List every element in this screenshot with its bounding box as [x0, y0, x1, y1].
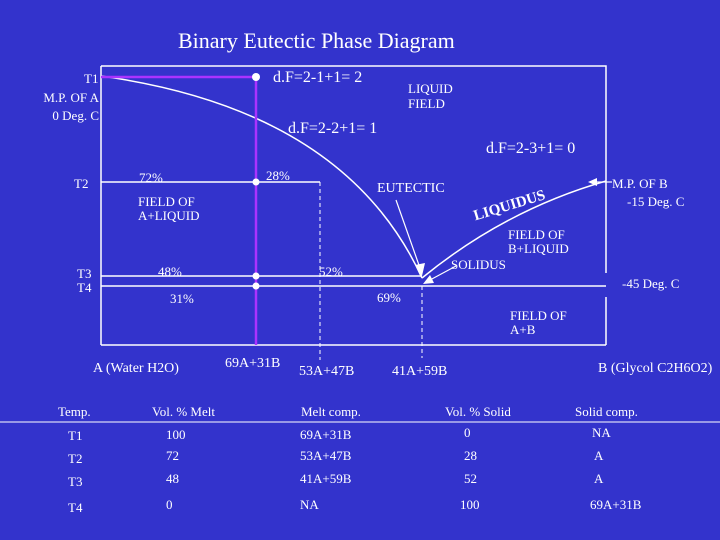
pct-69-label: 69%: [377, 290, 401, 305]
liquid-field-line1: LIQUID: [408, 81, 453, 96]
state-point-t3: [252, 272, 260, 280]
state-point-t2: [252, 178, 260, 186]
label-t1: T1: [84, 71, 99, 86]
solidus-arrow: [429, 265, 457, 281]
liquidus-curve-a: [100, 75, 423, 279]
field-ab-line2: A+B: [510, 322, 536, 337]
table-cell: 48: [166, 471, 179, 486]
mp-b-arrowhead: [588, 178, 597, 186]
dof-label-t1: d.F=2-1+1= 2: [273, 69, 363, 86]
table-cell: T3: [68, 474, 83, 489]
table-cell: 0: [166, 497, 173, 512]
field-ab-line1: FIELD OF: [510, 308, 567, 323]
table-cell: 28: [464, 448, 477, 463]
diagram-frame: [101, 65, 607, 273]
table-cell: 100: [460, 497, 480, 512]
table-cell: 0: [464, 425, 471, 440]
label-mp-a-line1: M.P. OF A: [43, 90, 99, 105]
state-point-t4: [252, 282, 260, 290]
neg45-label: -45 Deg. C: [622, 276, 680, 291]
eutectic-arrow: [395, 199, 421, 269]
solidus-arrowhead: [423, 275, 434, 284]
table-cell: 72: [166, 448, 179, 463]
label-t3: T3: [77, 266, 92, 281]
table-cell: 52: [464, 471, 477, 486]
table-cell: 41A+59B: [300, 471, 352, 486]
table-cell: 69A+31B: [590, 497, 642, 512]
liquidus-curve-b: [421, 180, 607, 279]
table-header-temp: Temp.: [58, 404, 91, 419]
dof-label-eutectic: d.F=2-3+1= 0: [486, 140, 576, 157]
label-mp-a-line2: 0 Deg. C: [52, 108, 99, 123]
table-cell: T2: [68, 451, 83, 466]
table-cell: 53A+47B: [300, 448, 352, 463]
liquid-field-line2: FIELD: [408, 96, 445, 111]
pct-52-label: 52%: [319, 264, 343, 279]
table-cell: T4: [68, 500, 83, 515]
table-header-melt-comp: Melt comp.: [301, 404, 361, 419]
eutectic-label: EUTECTIC: [377, 181, 445, 196]
field-b-liquid-line1: FIELD OF: [508, 227, 565, 242]
field-a-liquid-line1: FIELD OF: [138, 194, 195, 209]
table-cell: T1: [68, 428, 83, 443]
pct-31-label: 31%: [170, 291, 194, 306]
solidus-label: SOLIDUS: [451, 257, 506, 272]
axis-label-53a47b: 53A+47B: [299, 364, 355, 379]
axis-label-41a59b: 41A+59B: [392, 364, 448, 379]
table-cell: A: [594, 471, 604, 486]
field-b-liquid-line2: B+LIQUID: [508, 241, 569, 256]
axis-label-a: A (Water H2O): [93, 361, 179, 376]
eutectic-arrowhead: [415, 263, 425, 276]
table-header-vol-solid: Vol. % Solid: [445, 404, 511, 419]
mp-b-line2: -15 Deg. C: [627, 194, 685, 209]
table-cell: 69A+31B: [300, 427, 352, 442]
field-a-liquid-line2: A+LIQUID: [138, 208, 200, 223]
label-t4: T4: [77, 280, 92, 295]
table-cell: NA: [592, 425, 611, 440]
label-t2: T2: [74, 176, 89, 191]
dof-label-t2: d.F=2-2+1= 1: [288, 120, 378, 137]
pct-72-label: 72%: [139, 170, 163, 185]
pct-48-label: 48%: [158, 264, 182, 279]
pct-28-label: 28%: [266, 168, 290, 183]
axis-label-b: B (Glycol C2H6O2): [598, 361, 713, 376]
table-cell: 100: [166, 427, 186, 442]
state-point-t1: [252, 73, 260, 81]
mp-b-line1: M.P. OF B: [612, 176, 668, 191]
table-cell: NA: [300, 497, 319, 512]
axis-label-69a31b: 69A+31B: [225, 356, 281, 371]
table-cell: A: [594, 448, 604, 463]
table-header-solid-comp: Solid comp.: [575, 404, 638, 419]
table-header-vol-melt: Vol. % Melt: [152, 404, 215, 419]
diagram-title: Binary Eutectic Phase Diagram: [178, 28, 455, 53]
